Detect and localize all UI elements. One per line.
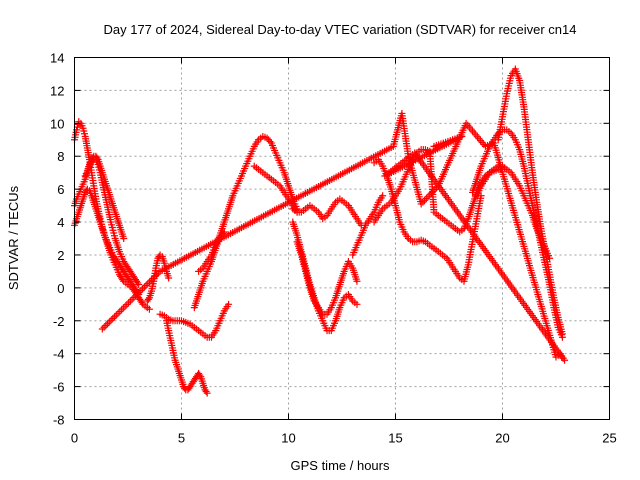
data-point: [145, 305, 153, 313]
data-point: [135, 281, 143, 289]
plot-frame: [74, 57, 610, 420]
x-tick-label: 20: [495, 431, 509, 446]
data-point: [138, 299, 146, 307]
data-point: [202, 388, 210, 396]
data-point: [196, 371, 204, 379]
x-tick-label: 10: [281, 431, 295, 446]
y-tick-label: 12: [50, 83, 64, 98]
y-tick-label: 10: [50, 116, 64, 131]
x-tick-label: 0: [71, 431, 78, 446]
y-axis-label: SDTVAR / TECUs: [6, 185, 21, 290]
data-point: [546, 254, 554, 262]
data-points: [71, 65, 569, 397]
x-axis-label: GPS time / hours: [291, 458, 390, 473]
y-tick-label: -8: [53, 413, 65, 428]
x-tick-label: 5: [178, 431, 185, 446]
data-point: [379, 192, 387, 200]
data-point: [119, 276, 127, 284]
y-tick-label: 4: [57, 215, 64, 230]
data-point: [144, 295, 152, 303]
data-point: [558, 330, 566, 338]
x-tick-label: 15: [388, 431, 402, 446]
x-tick-label: 25: [602, 431, 616, 446]
y-tick-label: -4: [53, 347, 65, 362]
data-point: [120, 235, 128, 242]
x-axis: 0 5 10 15 20 25: [71, 57, 617, 446]
data-point: [353, 277, 361, 285]
y-tick-label: 2: [57, 248, 64, 263]
data-point: [266, 137, 274, 145]
data-point: [353, 300, 361, 308]
y-tick-label: 0: [57, 281, 64, 296]
data-point: [93, 154, 101, 162]
data-point: [165, 274, 173, 282]
data-point: [203, 389, 211, 397]
y-tick-label: -6: [53, 380, 65, 395]
data-point: [134, 279, 142, 287]
y-axis: -8 -6 -4 -2 0 2 4 6 8 10 12 14: [50, 51, 610, 428]
y-tick-label: -2: [53, 314, 65, 329]
y-tick-label: 6: [57, 182, 64, 197]
y-tick-label: 8: [57, 149, 64, 164]
data-point: [225, 300, 233, 308]
data-point: [430, 142, 438, 150]
chart-title: Day 177 of 2024, Sidereal Day-to-day VTE…: [103, 22, 576, 37]
y-tick-label: 14: [50, 51, 64, 66]
